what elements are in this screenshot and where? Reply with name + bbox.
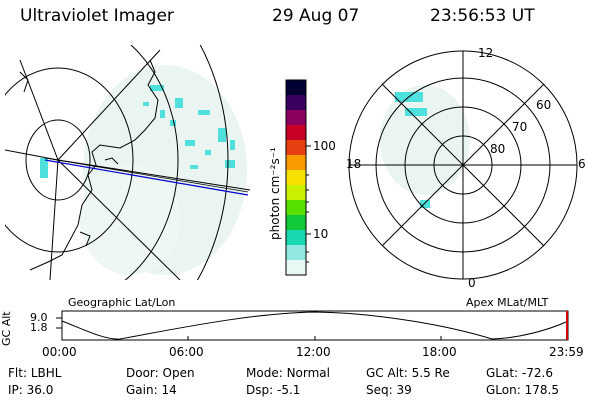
- colorbar-segment: [286, 200, 306, 216]
- mlat-label-70: 70: [512, 120, 528, 134]
- right-map-caption: Apex MLat/MLT: [466, 296, 549, 309]
- coastline: [19, 59, 159, 271]
- status-dsp: Dsp: -5.1: [246, 383, 301, 397]
- mlat-label-80: 80: [490, 142, 506, 156]
- xtick-0000: 00:00: [42, 345, 77, 359]
- colorbar-segment: [286, 215, 306, 231]
- colorbar-tick-10: 10: [313, 227, 329, 241]
- status-flt: Flt: LBHL: [8, 366, 62, 380]
- polar-emission: [380, 85, 470, 208]
- xtick-1200: 12:00: [296, 345, 331, 359]
- colorbar: [286, 80, 306, 276]
- colorbar-unit-label: photon cm⁻²s⁻¹: [268, 147, 282, 240]
- colorbar-segment: [286, 140, 306, 156]
- polar-grid: [348, 50, 578, 280]
- mlt-label-0: 0: [468, 276, 476, 290]
- emission-speckles: [40, 85, 235, 178]
- status-glat: GLat: -72.6: [486, 366, 553, 380]
- colorbar-segment: [286, 95, 306, 111]
- status-gain: Gain: 14: [126, 383, 177, 397]
- altitude-plot: [56, 310, 569, 341]
- colorbar-segment: [286, 230, 306, 246]
- colorbar-segment: [286, 155, 306, 171]
- mlat-label-60: 60: [536, 98, 552, 112]
- status-ip: IP: 36.0: [8, 383, 54, 397]
- altitude-ytick-low: 1.8: [30, 321, 48, 334]
- xtick-0600: 06:00: [169, 345, 204, 359]
- colorbar-segment: [286, 110, 306, 126]
- status-seq: Seq: 39: [366, 383, 412, 397]
- altitude-curve: [61, 311, 567, 340]
- colorbar-segment: [286, 125, 306, 141]
- altitude-ytick-high: 9.0: [30, 311, 48, 324]
- status-door: Door: Open: [126, 366, 195, 380]
- colorbar-segment: [286, 260, 306, 276]
- map-grid: [5, 45, 251, 280]
- colorbar-segment: [286, 80, 306, 96]
- date-label: 29 Aug 07: [272, 6, 360, 26]
- colorbar-segment: [286, 170, 306, 186]
- mlt-label-6: 6: [578, 157, 586, 171]
- terminator-line: [44, 159, 249, 196]
- colorbar-segment: [286, 185, 306, 201]
- geographic-map: [5, 45, 251, 280]
- status-glon: GLon: 178.5: [486, 383, 559, 397]
- colorbar-segment: [286, 245, 306, 261]
- altitude-ylabel: GC Alt: [0, 311, 13, 346]
- time-label: 23:56:53 UT: [430, 6, 535, 26]
- status-mode: Mode: Normal: [246, 366, 330, 380]
- colorbar-tick-100: 100: [313, 139, 336, 153]
- left-map-caption: Geographic Lat/Lon: [68, 296, 176, 309]
- mlt-label-12: 12: [478, 46, 494, 60]
- xtick-1800: 18:00: [422, 345, 457, 359]
- instrument-title: Ultraviolet Imager: [20, 6, 174, 26]
- mlt-label-18: 18: [346, 157, 362, 171]
- status-gc-alt: GC Alt: 5.5 Re: [366, 366, 450, 380]
- xtick-2359: 23:59: [549, 345, 584, 359]
